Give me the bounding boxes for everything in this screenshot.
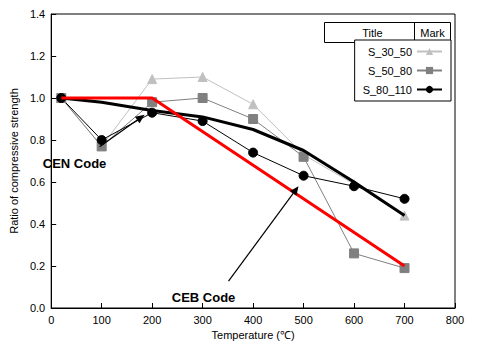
svg-text:0: 0 — [48, 314, 54, 326]
svg-text:CEB Code: CEB Code — [172, 290, 236, 305]
svg-text:S_50_80: S_50_80 — [368, 65, 412, 77]
svg-text:700: 700 — [395, 314, 413, 326]
svg-text:Ratio of compressive strength: Ratio of compressive strength — [8, 88, 20, 234]
svg-text:S_30_50: S_30_50 — [368, 46, 412, 58]
svg-text:500: 500 — [294, 314, 312, 326]
svg-text:Mark: Mark — [420, 27, 445, 39]
svg-text:CEN Code: CEN Code — [43, 156, 107, 171]
svg-text:Title: Title — [362, 27, 382, 39]
svg-text:100: 100 — [92, 314, 110, 326]
svg-text:S_80_110: S_80_110 — [363, 84, 412, 96]
svg-text:200: 200 — [143, 314, 161, 326]
svg-text:0.0: 0.0 — [30, 302, 45, 314]
svg-text:0.6: 0.6 — [30, 176, 45, 188]
svg-text:Temperature (℃): Temperature (℃) — [212, 329, 295, 341]
svg-text:1.2: 1.2 — [30, 50, 45, 62]
svg-text:0.8: 0.8 — [30, 134, 45, 146]
svg-text:1.4: 1.4 — [30, 8, 45, 20]
svg-text:0.2: 0.2 — [30, 260, 45, 272]
svg-text:300: 300 — [193, 314, 211, 326]
svg-text:600: 600 — [345, 314, 363, 326]
svg-text:0.4: 0.4 — [30, 218, 45, 230]
svg-text:800: 800 — [446, 314, 464, 326]
svg-text:400: 400 — [244, 314, 262, 326]
svg-text:1.0: 1.0 — [30, 92, 45, 104]
